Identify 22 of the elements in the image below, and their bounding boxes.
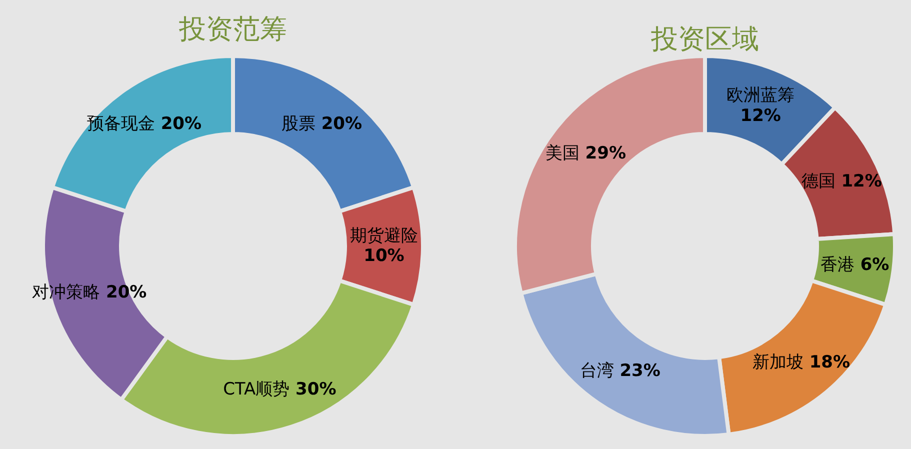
slice-label: CTA顺势 <box>223 380 290 400</box>
data-label: 12% <box>740 106 781 126</box>
slice-label: 台湾 <box>580 360 614 381</box>
slice-label: 香港 <box>820 254 854 275</box>
slice-label: 欧洲蓝筹 <box>726 85 795 106</box>
slice-label: 新加坡 <box>752 352 804 372</box>
data-label: 30% <box>290 380 336 400</box>
slice-label: 美国 <box>545 143 580 164</box>
data-label: 29% <box>579 143 626 164</box>
slice-label: 股票 <box>281 114 316 134</box>
chart-title: 投资范筹 <box>178 14 287 45</box>
data-label: 6% <box>854 254 890 275</box>
data-label: 20% <box>154 114 202 134</box>
data-label: 10% <box>364 246 404 266</box>
data-label: 23% <box>614 360 660 381</box>
slice-label: 预备现金 <box>86 114 155 134</box>
data-label: 12% <box>835 172 882 192</box>
chart-title: 投资区域 <box>650 24 759 55</box>
slice-label: 期货避险 <box>350 226 418 246</box>
data-label: 18% <box>803 352 850 372</box>
data-label: 20% <box>315 114 362 134</box>
slice-label: 德国 <box>801 172 836 192</box>
